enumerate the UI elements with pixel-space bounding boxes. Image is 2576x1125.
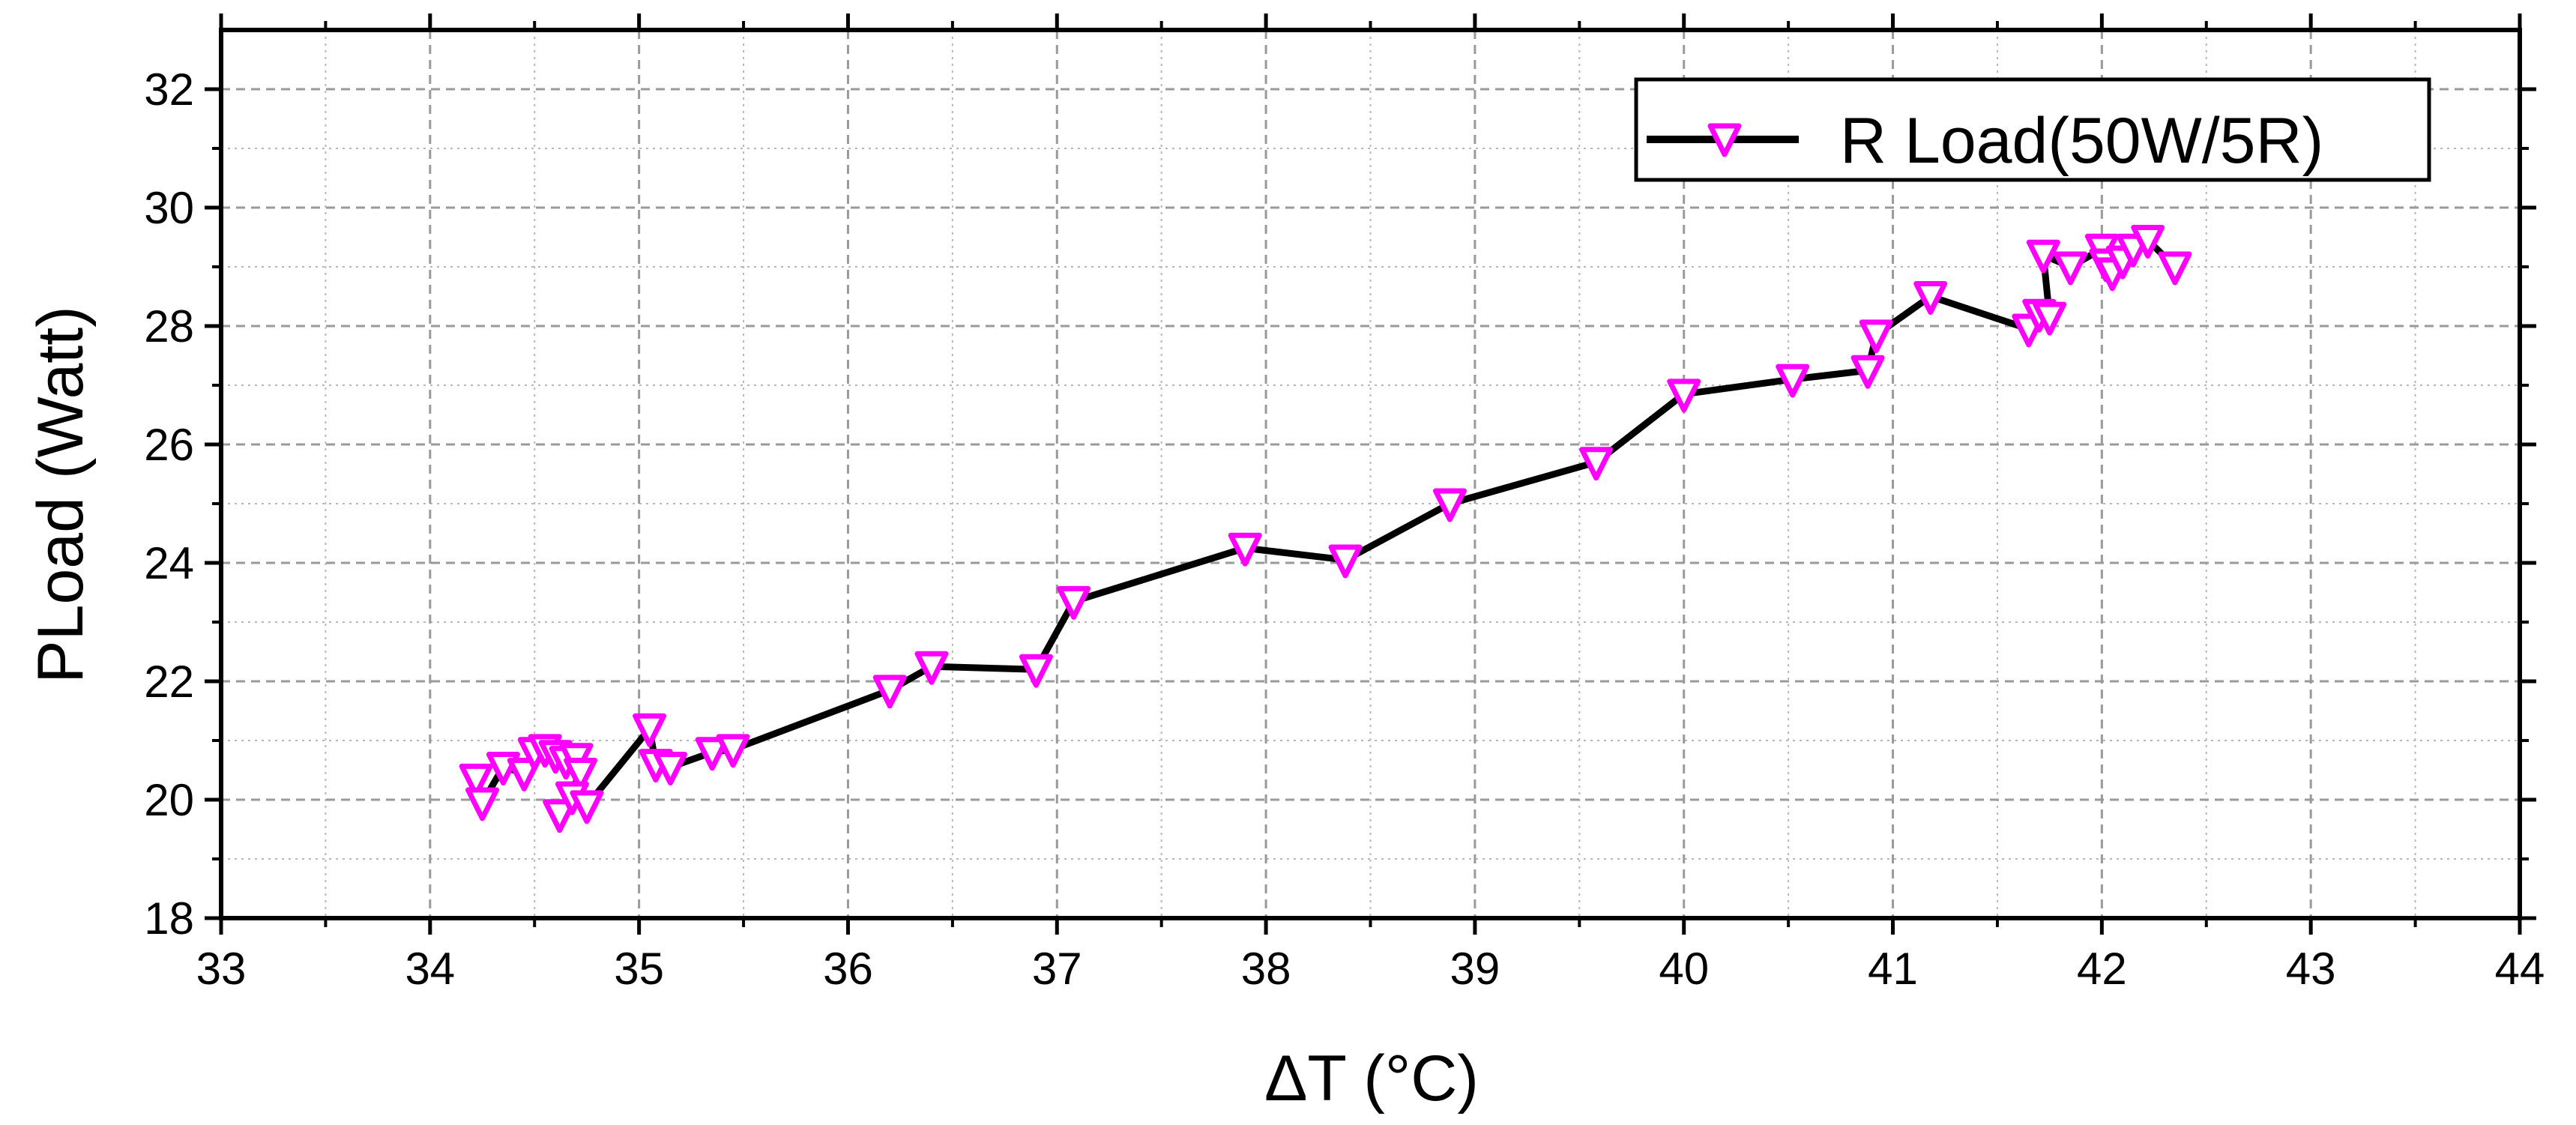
data-point-marker	[2026, 239, 2060, 274]
x-tick-label: 33	[196, 944, 247, 994]
x-tick-label: 36	[823, 944, 873, 994]
y-tick-label: 28	[144, 301, 194, 352]
data-point-marker	[1228, 532, 1262, 567]
y-tick-label: 22	[144, 657, 194, 707]
data-point-marker	[543, 799, 577, 833]
x-tick-label: 40	[1659, 944, 1709, 994]
plot-frame	[219, 28, 2522, 920]
data-point-marker	[2054, 251, 2088, 286]
tick-labels: 33 34 35 36 37 38 39 40 41 42 43 44 18 20 22 24 26 28 30 32	[144, 64, 2545, 994]
x-tick-label: 42	[2077, 944, 2127, 994]
x-tick-label: 43	[2286, 944, 2336, 994]
data-point-marker	[564, 757, 598, 791]
data-point-marker	[459, 763, 493, 797]
data-point-marker	[507, 757, 541, 791]
data-point-marker	[914, 651, 949, 685]
legend: R Load(50W/5R)	[1634, 77, 2431, 182]
series-r-load	[459, 224, 2192, 833]
data-point-marker	[716, 734, 750, 768]
legend-label: R Load(50W/5R)	[1840, 105, 2323, 177]
data-point-marker	[2158, 251, 2192, 286]
data-point-marker	[465, 787, 500, 821]
data-point-marker	[1776, 364, 1810, 398]
data-point-marker	[695, 737, 729, 771]
data-point-marker	[2033, 301, 2067, 336]
y-axis-title: PLoad (Watt)	[25, 306, 97, 683]
data-point-marker	[1667, 378, 1701, 413]
x-tick-label: 39	[1450, 944, 1500, 994]
data-point-marker	[872, 675, 907, 709]
x-tick-label: 44	[2495, 944, 2545, 994]
data-point-marker	[1579, 447, 1614, 481]
x-tick-label: 41	[1868, 944, 1918, 994]
x-axis-title: ΔT (°C)	[1264, 1043, 1479, 1115]
data-point-marker	[1913, 281, 1948, 315]
data-point-marker	[653, 752, 687, 786]
grid-lines	[221, 30, 2520, 918]
legend-box	[1634, 77, 2431, 182]
y-tick-label: 32	[144, 64, 194, 115]
data-point-marker	[1432, 488, 1467, 522]
y-tick-label: 24	[144, 538, 194, 588]
data-point-marker	[1859, 319, 1893, 354]
x-tick-label: 35	[614, 944, 664, 994]
data-point-marker	[1019, 654, 1053, 688]
y-tick-label: 30	[144, 183, 194, 233]
x-tick-label: 38	[1241, 944, 1291, 994]
data-point-marker	[2131, 224, 2165, 259]
data-point-marker	[633, 713, 667, 747]
data-point-marker	[570, 790, 604, 824]
data-point-marker	[1328, 544, 1363, 579]
y-tick-label: 26	[144, 420, 194, 470]
y-tick-label: 20	[144, 775, 194, 825]
data-point-marker	[1850, 355, 1885, 389]
data-point-marker	[1057, 585, 1091, 620]
y-tick-label: 18	[144, 893, 194, 944]
x-tick-label: 37	[1032, 944, 1082, 994]
legend-marker-sample	[1707, 123, 1742, 157]
x-tick-label: 34	[405, 944, 455, 994]
